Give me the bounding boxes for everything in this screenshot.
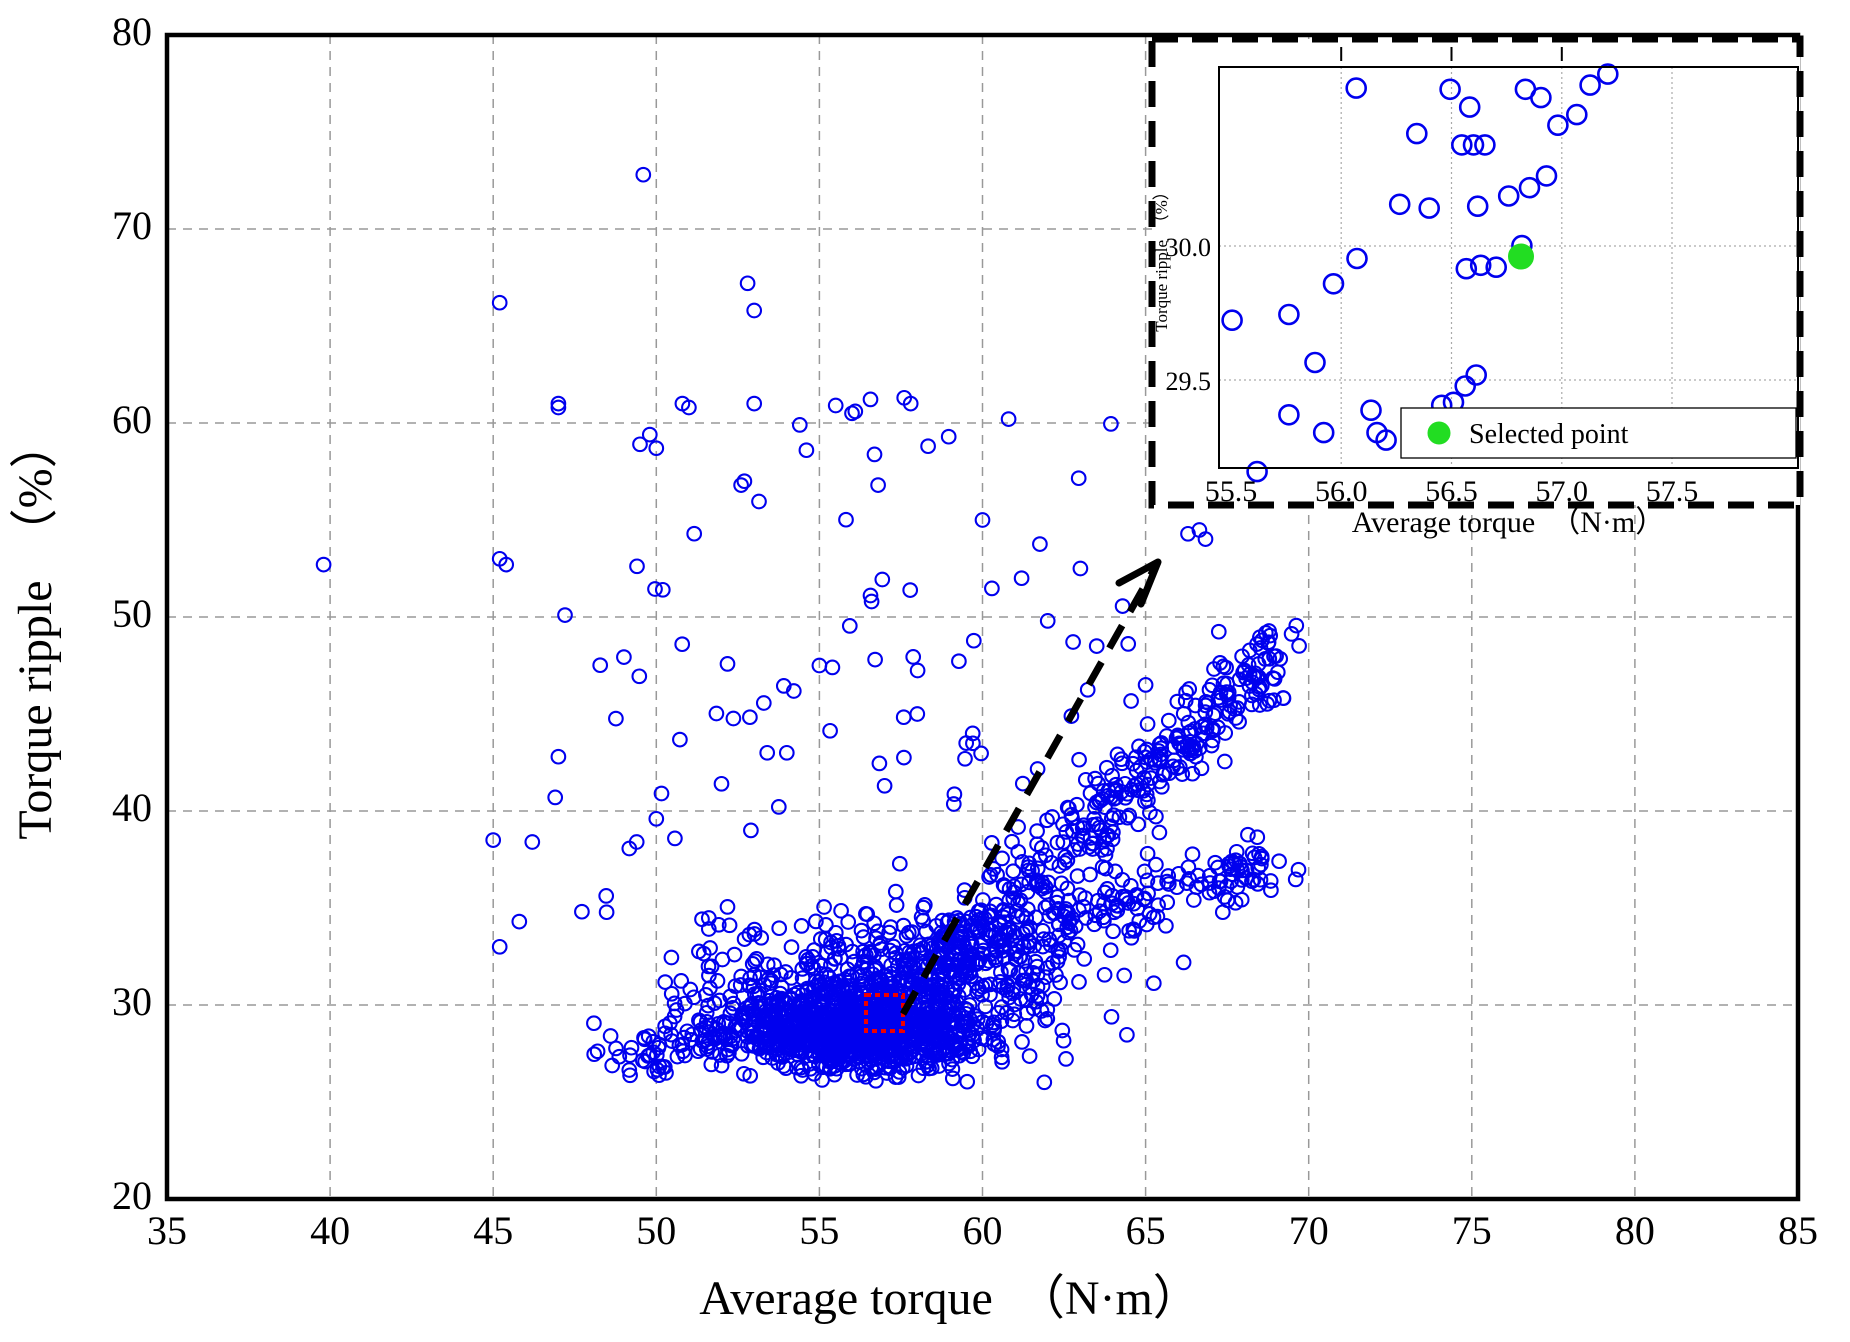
svg-text:56.0: 56.0 bbox=[1315, 475, 1368, 508]
svg-text:Torque ripple （%）: Torque ripple （%） bbox=[1152, 183, 1171, 331]
svg-text:Selected point: Selected point bbox=[1469, 419, 1629, 450]
svg-text:57.5: 57.5 bbox=[1646, 475, 1699, 508]
svg-text:57.0: 57.0 bbox=[1536, 475, 1589, 508]
svg-text:29.5: 29.5 bbox=[1166, 367, 1212, 396]
svg-text:30.0: 30.0 bbox=[1166, 233, 1212, 262]
svg-text:56.5: 56.5 bbox=[1425, 475, 1478, 508]
svg-text:Average torque （N·m）: Average torque （N·m） bbox=[1352, 506, 1666, 539]
svg-text:55.5: 55.5 bbox=[1205, 475, 1258, 508]
